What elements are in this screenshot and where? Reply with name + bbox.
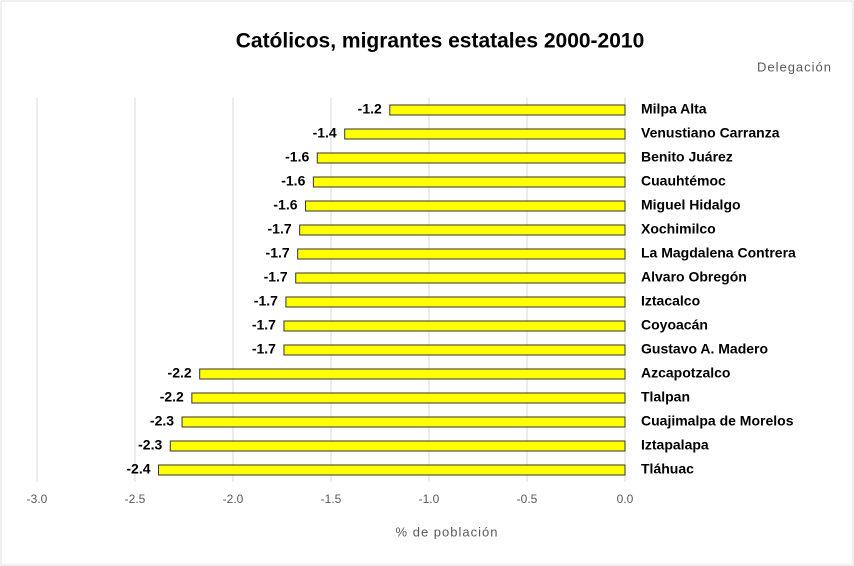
- category-label: Benito Juárez: [641, 149, 733, 165]
- category-label: Tláhuac: [641, 461, 694, 477]
- value-label: -1.7: [268, 221, 292, 237]
- value-label: -2.3: [150, 413, 174, 429]
- x-tick-label: -2.0: [223, 492, 244, 506]
- bar: [299, 224, 626, 236]
- bar: [285, 296, 626, 308]
- x-tick-label: -3.0: [27, 492, 48, 506]
- category-label: Iztacalco: [641, 293, 700, 309]
- category-label: Tlalpan: [641, 389, 690, 405]
- category-label: Milpa Alta: [641, 101, 707, 117]
- category-label: Coyoacán: [641, 317, 708, 333]
- bar: [283, 344, 626, 356]
- category-label: Alvaro Obregón: [641, 269, 747, 285]
- category-label: Azcapotzalco: [641, 365, 730, 381]
- x-tick-label: 0.0: [617, 492, 634, 506]
- value-label: -1.7: [264, 269, 288, 285]
- bar: [283, 320, 626, 332]
- category-axis-label: Delegación: [757, 59, 832, 74]
- bar: [181, 416, 626, 428]
- x-tick-label: -1.0: [419, 492, 440, 506]
- value-label: -1.7: [252, 317, 276, 333]
- value-label: -1.7: [254, 293, 278, 309]
- value-label: -1.7: [252, 341, 276, 357]
- bar: [389, 104, 626, 116]
- category-label: Iztapalapa: [641, 437, 709, 453]
- category-label: Cuauhtémoc: [641, 173, 726, 189]
- category-label: Gustavo A. Madero: [641, 341, 768, 357]
- bar: [344, 128, 626, 140]
- value-label: -1.4: [313, 125, 337, 141]
- value-label: -1.6: [273, 197, 297, 213]
- bar: [305, 200, 626, 212]
- x-tick-label: -2.5: [125, 492, 146, 506]
- bar: [316, 152, 626, 164]
- bar: [312, 176, 626, 188]
- bar: [191, 392, 626, 404]
- category-label: La Magdalena Contrera: [641, 245, 796, 261]
- value-label: -1.7: [266, 245, 290, 261]
- value-label: -1.6: [281, 173, 305, 189]
- category-label: Xochimilco: [641, 221, 716, 237]
- value-label: -2.2: [168, 365, 192, 381]
- value-label: -2.3: [138, 437, 162, 453]
- x-axis-label: % de población: [396, 524, 499, 539]
- chart-title: Católicos, migrantes estatales 2000-2010: [236, 30, 645, 53]
- value-label: -2.4: [126, 461, 150, 477]
- bar: [295, 272, 626, 284]
- value-label: -1.2: [358, 101, 382, 117]
- category-label: Venustiano Carranza: [641, 125, 780, 141]
- value-label: -2.2: [160, 389, 184, 405]
- bar: [199, 368, 626, 380]
- x-tick-label: -0.5: [517, 492, 538, 506]
- bar: [158, 464, 626, 476]
- category-label: Cuajimalpa de Morelos: [641, 413, 794, 429]
- value-label: -1.6: [285, 149, 309, 165]
- x-tick-label: -1.5: [321, 492, 342, 506]
- bar: [297, 248, 626, 260]
- category-label: Miguel Hidalgo: [641, 197, 741, 213]
- bar: [169, 440, 626, 452]
